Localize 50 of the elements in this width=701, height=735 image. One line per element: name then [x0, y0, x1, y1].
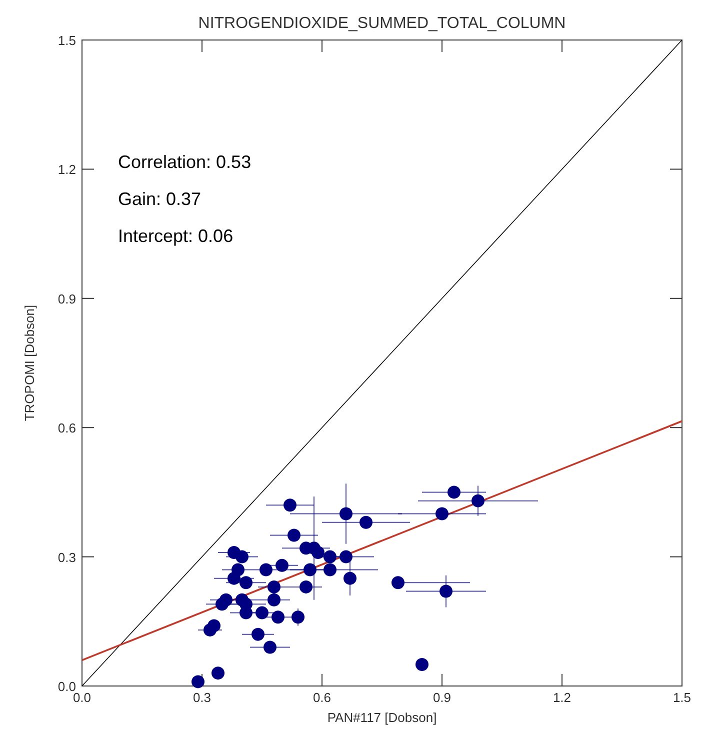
- annotation: Correlation: 0.53: [118, 152, 252, 172]
- point: [212, 666, 224, 680]
- point: [240, 606, 252, 620]
- point: [448, 486, 460, 499]
- y-tick-label: 1.2: [58, 162, 76, 178]
- point: [288, 528, 300, 542]
- point: [472, 494, 484, 508]
- point: [436, 507, 448, 520]
- point: [272, 610, 284, 624]
- x-tick-label: 0.6: [312, 690, 332, 705]
- point: [324, 563, 336, 576]
- point: [392, 576, 404, 590]
- point: [216, 598, 228, 611]
- x-axis-title: PAN#117 [Dobson]: [327, 710, 437, 725]
- annotation: Gain: 0.37: [118, 189, 202, 209]
- point: [324, 550, 336, 564]
- point: [192, 675, 204, 688]
- point: [416, 658, 428, 671]
- y-axis-title: TROPOMI [Dobson]: [22, 304, 37, 422]
- point: [312, 546, 324, 559]
- point: [304, 563, 316, 576]
- point: [252, 628, 264, 641]
- point: [340, 507, 352, 520]
- point: [360, 516, 372, 529]
- x-tick-label: 1.5: [672, 690, 692, 705]
- y-tick-label: 0.6: [58, 420, 76, 436]
- x-tick-label: 0.9: [432, 690, 452, 705]
- point: [300, 580, 312, 594]
- point: [228, 572, 240, 585]
- point: [240, 576, 252, 590]
- chart-title: NITROGENDIOXIDE_SUMMED_TOTAL_COLUMN: [198, 15, 566, 32]
- y-tick-label: 0.3: [58, 550, 76, 565]
- x-tick-label: 0.3: [192, 690, 212, 705]
- point: [344, 572, 356, 585]
- point: [204, 624, 216, 637]
- point: [284, 498, 296, 512]
- x-tick-label: 1.2: [552, 690, 572, 705]
- point: [340, 550, 352, 564]
- y-tick-label: 1.5: [58, 33, 76, 48]
- point: [260, 563, 272, 576]
- y-tick-label: 0.9: [58, 291, 76, 306]
- point: [268, 593, 280, 606]
- point: [276, 558, 288, 572]
- point: [264, 640, 276, 654]
- point: [440, 584, 452, 598]
- annotation: Intercept: 0.06: [118, 226, 234, 246]
- point: [292, 610, 304, 624]
- point: [268, 580, 280, 594]
- point: [236, 550, 248, 564]
- point: [256, 606, 268, 620]
